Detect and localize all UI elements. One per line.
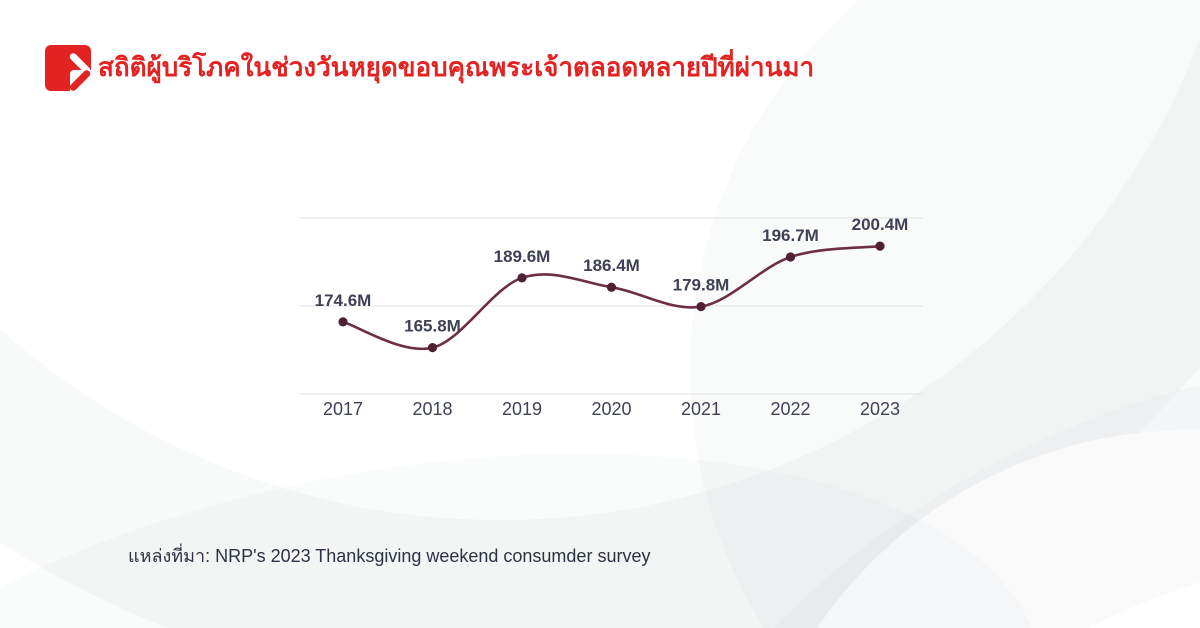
data-point-label: 196.7M (762, 226, 819, 245)
source-caption: แหล่งที่มา: NRP's 2023 Thanksgiving week… (128, 546, 651, 566)
data-point (517, 273, 527, 283)
data-point (875, 241, 885, 251)
data-point (696, 301, 706, 312)
x-axis-label: 2019 (502, 399, 542, 419)
data-point (606, 282, 617, 292)
x-axis-label: 2017 (323, 399, 363, 419)
data-point-label: 189.6M (494, 247, 551, 266)
data-point (427, 343, 438, 353)
data-point-label: 174.6M (315, 291, 372, 310)
data-point (785, 252, 796, 262)
data-point-label: 200.4M (852, 215, 909, 234)
data-point-label: 179.8M (673, 276, 730, 295)
data-point (338, 317, 348, 327)
x-axis-label: 2022 (770, 399, 810, 419)
brand-logo (45, 45, 92, 93)
x-axis-label: 2020 (591, 399, 631, 419)
x-axis-label: 2018 (412, 399, 452, 419)
data-point-label: 165.8M (404, 317, 461, 336)
x-axis-label: 2021 (681, 399, 721, 419)
x-axis-label: 2023 (860, 399, 900, 419)
page-title: สถิติผู้บริโภคในช่วงวันหยุดขอบคุณพระเจ้า… (98, 52, 815, 82)
data-point-label: 186.4M (583, 256, 640, 275)
